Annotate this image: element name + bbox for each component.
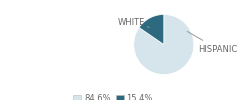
Text: HISPANIC: HISPANIC bbox=[187, 31, 238, 54]
Wedge shape bbox=[139, 14, 164, 44]
Text: WHITE: WHITE bbox=[117, 18, 149, 27]
Wedge shape bbox=[134, 14, 194, 74]
Legend: 84.6%, 15.4%: 84.6%, 15.4% bbox=[70, 91, 156, 100]
